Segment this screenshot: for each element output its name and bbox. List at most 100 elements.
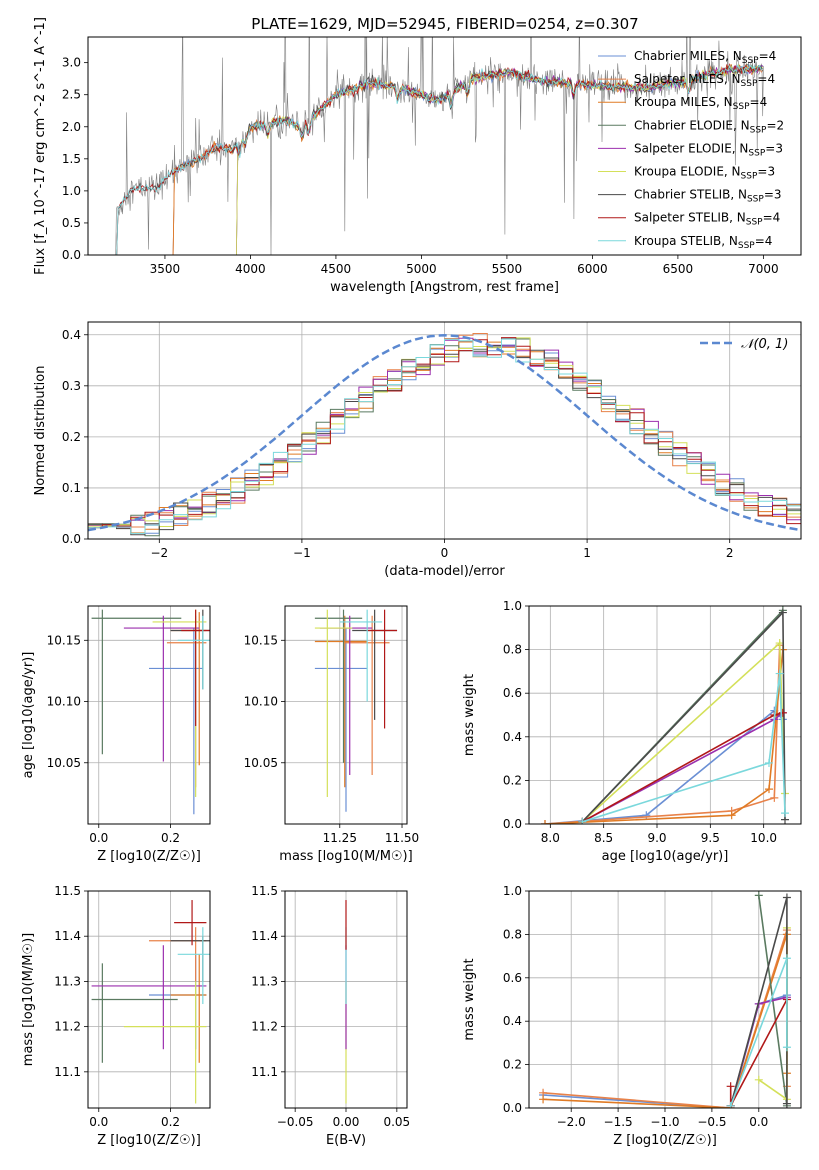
legend-entry: Chabrier ELODIE, NSSP=2	[634, 118, 784, 135]
y-tick-label: 11.3	[251, 974, 278, 988]
x-tick-label: 10.0	[750, 831, 777, 845]
x-tick-label: 0.2	[161, 1115, 180, 1129]
weight-marker	[765, 758, 773, 767]
y-axis-label: Normed distribution	[33, 366, 48, 496]
x-axis-label: wavelength [Angstrom, rest frame]	[330, 280, 559, 295]
y-tick-label: 0.0	[62, 532, 81, 546]
axes-frame	[528, 890, 802, 1109]
figure-title: PLATE=1629, MJD=52945, FIBERID=0254, z=0…	[251, 15, 638, 33]
model-spectrum-line	[235, 63, 764, 255]
legend-entry: Salpeter MILES, NSSP=4	[634, 72, 775, 89]
x-tick-label: 0.00	[333, 1115, 360, 1129]
y-tick-label: 10.10	[47, 695, 81, 709]
y-tick-label: 0.5	[62, 216, 81, 230]
weight-marker	[770, 793, 779, 802]
legend-entry: Salpeter ELODIE, NSSP=3	[634, 141, 783, 158]
y-tick-label: 1.0	[503, 599, 522, 613]
y-axis-label: Flux [f_λ 10^-17 erg cm^-2 s^-1 A^-1]	[33, 17, 48, 275]
panel-mass_vs_ebv: −0.05 0.00 0.05 11.1 11.2 11.3 11.4 11.5 E(B-V)	[251, 884, 410, 1148]
axes-frame	[284, 890, 408, 1109]
y-tick-label: 0.0	[62, 248, 81, 262]
y-tick-label: 2.5	[62, 88, 81, 102]
weight-marker	[782, 954, 791, 963]
weight-marker	[778, 708, 787, 717]
legend-entry: Kroupa MILES, NSSP=4	[634, 95, 767, 112]
panel-age_vs_mass: 11.25 11.50 10.05 10.10 10.15 mass [log10(M/M…	[244, 605, 419, 864]
model-spectrum-line	[115, 62, 763, 255]
x-tick-label: 0.2	[161, 831, 180, 845]
axes-frame	[87, 321, 802, 540]
x-tick-label: 2	[726, 546, 734, 560]
x-tick-label: 9.0	[647, 831, 666, 845]
y-tick-label: 0.4	[503, 730, 522, 744]
x-tick-label: 7000	[748, 262, 779, 276]
legend-entry: Salpeter STELIB, NSSP=4	[634, 211, 780, 228]
y-tick-label: 0.0	[503, 817, 522, 831]
axes-frame	[284, 605, 408, 825]
y-tick-label: 0.2	[62, 430, 81, 444]
plot-area	[539, 891, 791, 1108]
plot-area	[91, 609, 210, 815]
model-spectrum-line	[235, 63, 764, 255]
plot-area	[91, 900, 210, 1104]
y-tick-label: 11.1	[251, 1065, 278, 1079]
weight-marker	[726, 1082, 735, 1091]
x-tick-label: −0.05	[277, 1115, 314, 1129]
y-tick-label: 0.4	[503, 1014, 522, 1028]
weight-marker	[578, 817, 587, 824]
x-tick-label: 1	[583, 546, 591, 560]
y-tick-label: 0.8	[503, 643, 522, 657]
y-tick-label: 3.0	[62, 56, 81, 70]
y-tick-label: 11.4	[251, 929, 278, 943]
y-tick-label: 10.15	[244, 633, 278, 647]
x-axis-label: E(B-V)	[326, 1133, 366, 1148]
weight-marker	[775, 639, 784, 648]
weight-marker	[726, 1101, 735, 1108]
weight-marker	[541, 820, 549, 824]
y-axis-label: mass [log10(M/M☉)]	[21, 933, 36, 1066]
weight-marker	[778, 608, 787, 617]
y-tick-label: 0.4	[62, 328, 81, 342]
x-tick-label: 9.5	[701, 831, 720, 845]
x-tick-label: 0	[441, 546, 449, 560]
y-tick-label: 11.2	[54, 1020, 81, 1034]
weight-line	[582, 673, 786, 823]
y-tick-label: 0.6	[503, 971, 522, 985]
weight-marker	[642, 811, 651, 820]
model-spectrum-line	[235, 64, 764, 255]
x-tick-label: 4000	[235, 262, 266, 276]
x-tick-label: 8.0	[541, 831, 560, 845]
x-tick-label: 0.0	[749, 1115, 768, 1129]
y-tick-label: 2.0	[62, 120, 81, 134]
model-spectrum-line	[115, 64, 763, 255]
x-tick-label: 5500	[492, 262, 523, 276]
y-tick-label: 11.5	[54, 884, 81, 898]
plot-area	[88, 333, 801, 537]
x-tick-label: 4500	[321, 262, 352, 276]
model-spectrum-line	[115, 64, 763, 255]
x-axis-label: mass [log10(M/M☉)]	[279, 849, 412, 864]
weight-marker	[782, 893, 791, 902]
panel-weight_vs_age: 8.0 8.5 9.0 9.5 10.0 0.0 0.2 0.4 0.6 0.8 1.0 age [l…	[462, 599, 802, 864]
x-tick-label: 6000	[577, 262, 608, 276]
y-tick-label: 10.05	[244, 756, 278, 770]
y-tick-label: 0.0	[503, 1101, 522, 1115]
residual-histogram	[88, 337, 801, 528]
weight-line	[544, 709, 784, 824]
plot-area	[113, 37, 764, 255]
weight-marker	[754, 891, 763, 900]
y-tick-label: 11.4	[54, 929, 81, 943]
spectrum-legend: Chabrier MILES, NSSP=4 Salpeter MILES, NS…	[598, 49, 784, 251]
y-tick-label: 1.0	[62, 184, 81, 198]
weight-line	[581, 641, 786, 823]
weight-line	[544, 645, 781, 824]
x-tick-label: −2.0	[557, 1115, 586, 1129]
x-axis-label: age [log10(age/yr)]	[602, 849, 729, 864]
x-axis-label: Z [log10(Z/Z☉)]	[97, 1133, 201, 1148]
y-axis-label: mass weight	[462, 674, 477, 756]
weight-marker	[765, 785, 773, 794]
y-axis-label: age [log10(age/yr)]	[21, 652, 36, 779]
x-tick-label: −1	[293, 546, 311, 560]
y-tick-label: 0.6	[503, 686, 522, 700]
